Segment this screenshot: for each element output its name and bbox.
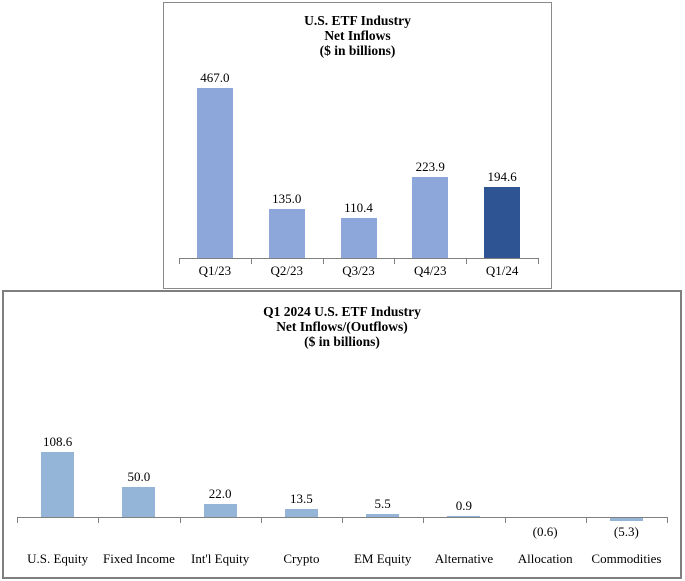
category-label-u-s-equity: U.S. Equity xyxy=(27,551,89,566)
axis-tick xyxy=(585,517,587,523)
value-label-crypto: 13.5 xyxy=(290,491,313,506)
x-axis xyxy=(179,258,538,259)
category-chart-title-line-3: ($ in billions) xyxy=(304,334,380,349)
value-label-em-equity: 5.5 xyxy=(374,496,391,511)
category-label-int-l-equity: Int'l Equity xyxy=(190,551,250,566)
category-chart-title-line-2: Net Inflows/(Outflows) xyxy=(276,319,408,334)
bar-q2-23 xyxy=(268,209,305,258)
category-label-alternative: Alternative xyxy=(434,551,494,566)
value-label-commodities: (5.3) xyxy=(613,524,639,539)
value-label-u-s-equity: 108.6 xyxy=(42,434,73,449)
category-label-allocation: Allocation xyxy=(517,551,573,566)
value-label-int-l-equity: 22.0 xyxy=(208,486,232,501)
bar-fixed-income xyxy=(122,487,156,517)
category-chart-title-line-1: Q1 2024 U.S. ETF Industry xyxy=(263,304,421,319)
bar-q1-24 xyxy=(484,187,521,258)
value-label-fixed-income: 50.0 xyxy=(127,469,151,484)
axis-tick xyxy=(504,517,506,523)
quarterly-chart-title-line-2: Net Inflows xyxy=(324,28,391,43)
category-label-em-equity: EM Equity xyxy=(353,551,412,566)
axis-tick xyxy=(538,258,539,264)
bar-alternative xyxy=(447,516,481,517)
bar-int-l-equity xyxy=(203,504,237,517)
value-label-q1-24: 194.6 xyxy=(487,169,517,184)
axis-tick xyxy=(179,517,181,523)
axis-tick xyxy=(179,258,180,264)
bar-em-equity xyxy=(366,514,400,517)
category-label-q1-23: Q1/23 xyxy=(198,263,232,278)
axis-tick xyxy=(98,517,100,523)
value-label-q1-23: 467.0 xyxy=(200,70,230,85)
category-label-q1-24: Q1/24 xyxy=(485,263,519,278)
bar-q1-23 xyxy=(196,88,233,258)
quarterly-chart-plot: 467.0 Q1/23 135.0 Q2/23 110.4 Q3/23 223.9 Q4/23… xyxy=(164,3,551,288)
value-label-alternative: 0.9 xyxy=(455,498,473,513)
axis-tick xyxy=(423,517,425,523)
quarterly-chart-title-line-1: U.S. ETF Industry xyxy=(304,13,411,28)
value-label-q4-23: 223.9 xyxy=(415,159,445,174)
bar-q3-23 xyxy=(340,218,377,258)
bar-q4-23 xyxy=(412,177,449,258)
q1-2024-category-flows-chart: Q1 2024 U.S. ETF Industry Net Inflows/(O… xyxy=(2,290,682,579)
axis-tick xyxy=(342,517,343,523)
axis-tick xyxy=(466,258,468,264)
category-chart-plot: 108.6 U.S. Equity 50.0 Fixed Income 22.0 Int'… xyxy=(4,292,680,577)
quarterly-net-inflows-chart: U.S. ETF Industry Net Inflows ($ in bill… xyxy=(163,2,552,289)
axis-tick xyxy=(17,517,18,523)
quarterly-chart-title-line-3: ($ in billions) xyxy=(319,43,396,58)
category-label-commodities: Commodities xyxy=(591,551,662,566)
category-label-q3-23: Q3/23 xyxy=(342,263,375,278)
bar-u-s-equity xyxy=(41,452,75,517)
category-label-crypto: Crypto xyxy=(283,551,320,566)
category-label-q4-23: Q4/23 xyxy=(414,263,447,278)
axis-tick xyxy=(250,258,252,264)
value-label-q2-23: 135.0 xyxy=(272,191,302,206)
bar-crypto xyxy=(284,509,318,517)
axis-tick xyxy=(260,517,262,523)
category-label-fixed-income: Fixed Income xyxy=(103,551,175,566)
axis-tick xyxy=(667,517,668,523)
value-label-allocation: (0.6) xyxy=(532,524,558,539)
category-label-q2-23: Q2/23 xyxy=(270,263,303,278)
value-label-q3-23: 110.4 xyxy=(344,200,373,215)
axis-tick xyxy=(394,258,396,264)
axis-tick xyxy=(322,258,324,264)
category-chart-title: Q1 2024 U.S. ETF Industry Net Inflows/(O… xyxy=(4,304,680,349)
bar-commodities xyxy=(609,518,643,521)
quarterly-chart-title: U.S. ETF Industry Net Inflows ($ in bill… xyxy=(164,13,551,58)
